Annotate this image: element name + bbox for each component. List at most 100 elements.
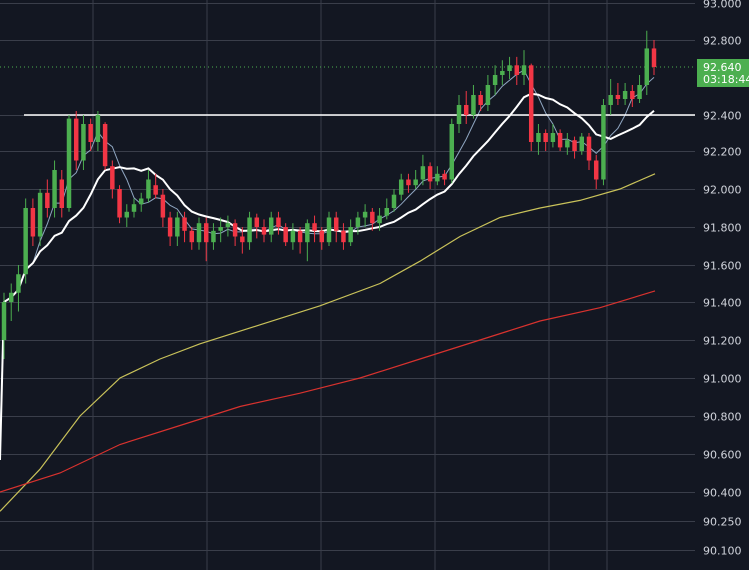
y-tick-label: 92.400: [703, 110, 742, 123]
candle-body: [456, 105, 462, 124]
candle-body: [442, 173, 447, 180]
candle-body: [572, 140, 577, 151]
candle-body: [348, 227, 353, 243]
candle-body: [427, 166, 433, 182]
candle-body: [218, 227, 223, 231]
candle-body: [557, 133, 563, 148]
candle-body: [630, 91, 635, 99]
candle-body: [225, 223, 231, 227]
candle-body: [131, 204, 137, 212]
candle-body: [644, 48, 650, 85]
candle-body: [261, 227, 267, 235]
y-tick-label: 92.800: [703, 35, 742, 48]
price-axis[interactable]: 93.000 92.800 92.400 92.200 92.000 91.800 91.6…: [703, 0, 742, 558]
candle-body: [333, 217, 339, 231]
candles: [1, 30, 657, 359]
candle-body: [651, 48, 657, 67]
candle-body: [362, 211, 368, 218]
candle-body: [81, 124, 86, 161]
candle-body: [124, 211, 130, 218]
candle-body: [543, 133, 548, 142]
candle-body: [283, 227, 288, 243]
candle-body: [167, 217, 173, 237]
y-tick-label: 90.250: [703, 516, 742, 529]
candle-body: [355, 217, 361, 227]
candle-body: [175, 217, 180, 237]
candle-body: [463, 105, 469, 115]
candle-body: [254, 217, 260, 227]
y-tick-label: 90.600: [703, 449, 742, 462]
candle-body: [384, 208, 390, 216]
candle-body: [268, 217, 274, 235]
candle-body: [88, 124, 93, 142]
candle-body: [579, 136, 585, 151]
candle-body: [492, 75, 498, 85]
candle-body: [586, 136, 592, 161]
candle-body: [160, 194, 166, 218]
candle-body: [370, 211, 375, 224]
candle-body: [341, 230, 346, 243]
candle-body: [398, 179, 404, 195]
candle-body: [507, 65, 512, 71]
y-tick-label: 91.200: [703, 335, 742, 348]
candle-body: [117, 189, 122, 218]
candle-body: [319, 230, 325, 243]
ma-slow-line: [0, 92, 655, 461]
candle-body: [420, 166, 426, 180]
last-price-tag-box: [697, 59, 749, 87]
candle-body: [312, 223, 317, 231]
candle-body: [406, 179, 411, 186]
candle-body: [565, 140, 570, 148]
candle-body: [550, 133, 556, 142]
candle-body: [622, 91, 628, 99]
candle-body: [95, 115, 101, 142]
candle-body: [1, 302, 7, 340]
candle-body: [615, 95, 621, 99]
last-price-tag: 92.640 03:18:44: [697, 59, 749, 87]
candle-body: [211, 230, 216, 243]
y-tick-label: 92.000: [703, 184, 742, 197]
y-tick-label: 91.400: [703, 297, 742, 310]
y-tick-label: 90.800: [703, 411, 742, 424]
y-tick-label: 90.400: [703, 487, 742, 500]
candle-body: [37, 192, 43, 237]
candle-body: [485, 85, 491, 105]
candle-body: [73, 118, 79, 161]
candle-body: [189, 230, 195, 243]
candle-body: [637, 85, 642, 99]
y-tick-label: 93.000: [703, 0, 742, 11]
y-tick-label: 92.200: [703, 146, 742, 159]
candle-body: [478, 95, 483, 105]
ma-mid-line: [0, 173, 656, 512]
candle-body: [240, 236, 245, 243]
grid-lines: [0, 0, 695, 570]
candle-body: [276, 217, 281, 227]
candle-body: [449, 124, 455, 180]
candle-body: [182, 217, 187, 231]
candle-body: [377, 215, 382, 224]
y-tick-label: 90.100: [703, 545, 742, 558]
candle-body: [471, 95, 476, 115]
candle-body: [247, 217, 252, 243]
candle-body: [435, 173, 440, 182]
candle-body: [326, 217, 332, 243]
candle-body: [66, 118, 72, 208]
candle-body: [102, 124, 108, 167]
candle-body: [391, 194, 397, 208]
candle-body: [608, 95, 613, 105]
candle-body: [8, 292, 14, 302]
y-tick-label: 91.000: [703, 373, 742, 386]
bar-countdown: 03:18:44: [703, 73, 749, 86]
candle-body: [601, 105, 606, 180]
candle-body: [146, 179, 151, 199]
y-tick-label: 91.600: [703, 260, 742, 273]
candle-body: [52, 170, 57, 208]
candle-body: [593, 160, 599, 180]
candle-body: [153, 185, 158, 195]
candle-body: [528, 65, 534, 142]
candle-body: [232, 223, 238, 237]
candle-body: [521, 65, 527, 75]
candle-body: [138, 198, 144, 205]
